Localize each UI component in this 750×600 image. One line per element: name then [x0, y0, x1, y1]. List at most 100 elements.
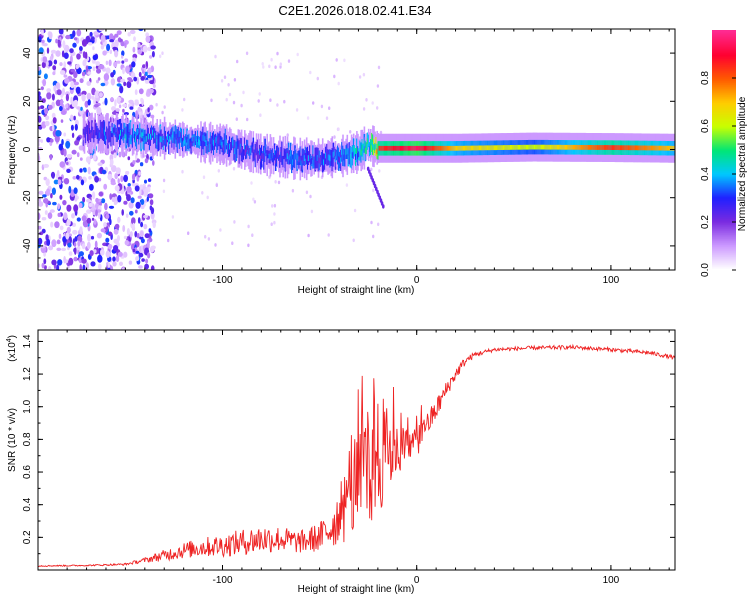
ridge-core — [238, 149, 241, 155]
ridge-core — [598, 145, 601, 150]
noise-speckle — [73, 204, 79, 213]
noise-speckle — [102, 50, 107, 56]
ridge-core — [670, 145, 672, 151]
colorbar-swatch — [712, 62, 736, 65]
ridge-core — [415, 145, 418, 151]
colorbar-swatch — [712, 138, 736, 141]
ridge-core — [544, 144, 546, 150]
noise-speckle — [59, 70, 66, 75]
noise-speckle — [143, 214, 148, 219]
noise-speckle — [140, 97, 144, 103]
snr-panel: -100 0 100 0.2 0.4 0.6 0.8 1.0 1.2 1.4 Height of … — [6, 329, 676, 595]
noise-speckle — [51, 187, 57, 195]
noise-speckle — [100, 228, 106, 233]
ridge-core — [371, 139, 373, 146]
noise-speckle — [225, 97, 228, 102]
noise-speckle — [110, 72, 115, 78]
ridge-core — [348, 150, 351, 157]
noise-speckle — [64, 77, 70, 84]
colorbar-tick-label: 0.6 — [700, 119, 711, 133]
ridge-core — [332, 151, 335, 158]
noise-speckle — [286, 133, 289, 137]
ridge-core — [634, 145, 637, 151]
noise-speckle — [279, 65, 282, 69]
ridge-core — [473, 145, 476, 151]
noise-speckle — [129, 231, 133, 238]
ridge-core — [302, 154, 305, 160]
ridge-core — [216, 141, 218, 148]
ridge-core — [666, 145, 669, 151]
noise-speckle — [93, 104, 99, 108]
ridge-core — [496, 145, 498, 151]
snr-series-line — [38, 343, 675, 568]
noise-speckle — [123, 235, 127, 240]
ridge-core — [172, 131, 174, 138]
noise-speckle — [147, 178, 152, 183]
ridge-core — [540, 144, 543, 150]
ridge-core — [660, 145, 663, 151]
ridge-core — [642, 145, 644, 151]
noise-speckle — [40, 86, 44, 91]
noise-speckle — [104, 97, 108, 106]
ridge-core — [643, 145, 645, 151]
colorbar-swatch — [712, 102, 736, 105]
noise-speckle — [112, 256, 116, 262]
colorbar-swatch — [712, 66, 736, 69]
noise-speckle — [66, 204, 72, 212]
ridge-core — [639, 145, 641, 151]
ridge-core — [256, 148, 259, 155]
ridge-core — [139, 128, 141, 135]
noise-speckle — [227, 83, 230, 87]
snr-plot-area — [38, 343, 675, 568]
ridge-core — [321, 158, 324, 164]
noise-speckle — [38, 66, 41, 71]
ridge-core — [220, 139, 223, 146]
ridge-core — [391, 145, 393, 151]
noise-speckle — [141, 258, 145, 262]
noise-speckle — [40, 139, 43, 144]
noise-speckle — [207, 237, 211, 241]
noise-speckle — [98, 92, 103, 98]
ridge-core — [246, 146, 248, 153]
colorbar-swatch — [712, 78, 736, 81]
noise-speckle — [223, 75, 227, 79]
ridge-core — [293, 156, 295, 163]
noise-speckle — [86, 81, 91, 86]
ridge-core — [505, 145, 508, 150]
colorbar-swatch — [712, 80, 736, 83]
noise-speckle — [86, 217, 92, 224]
noise-speckle — [62, 87, 65, 96]
colorbar-swatch — [712, 266, 736, 269]
ridge-core — [107, 135, 109, 142]
ridge-core — [361, 144, 364, 151]
colorbar-swatch — [712, 116, 736, 119]
noise-speckle — [270, 222, 273, 226]
noise-speckle — [137, 195, 142, 199]
noise-speckle — [132, 222, 135, 230]
noise-speckle — [54, 134, 60, 143]
noise-speckle — [235, 117, 238, 121]
ridge-core — [577, 145, 579, 150]
ridge-core — [437, 145, 439, 151]
ridge-core — [251, 144, 253, 151]
ridge-core — [626, 145, 628, 151]
noise-speckle — [56, 264, 60, 270]
ridge-core — [387, 145, 389, 151]
noise-speckle — [73, 37, 78, 41]
noise-speckle — [252, 197, 255, 202]
noise-speckle — [259, 113, 262, 117]
colorbar-swatch — [712, 84, 736, 87]
noise-speckle — [91, 217, 95, 221]
ridge-core — [335, 152, 338, 158]
ridge-core — [504, 145, 507, 150]
colorbar-swatch — [712, 114, 736, 117]
colorbar-swatch — [712, 240, 736, 243]
colorbar-ticks: 0.0 0.2 0.4 0.6 0.8 — [700, 71, 736, 277]
noise-speckle — [41, 98, 46, 103]
noise-speckle — [42, 78, 47, 87]
noise-speckle — [309, 70, 312, 75]
noise-speckle — [78, 202, 83, 209]
noise-speckle — [240, 103, 243, 108]
noise-speckle — [146, 74, 153, 79]
ridge-core — [433, 145, 435, 151]
